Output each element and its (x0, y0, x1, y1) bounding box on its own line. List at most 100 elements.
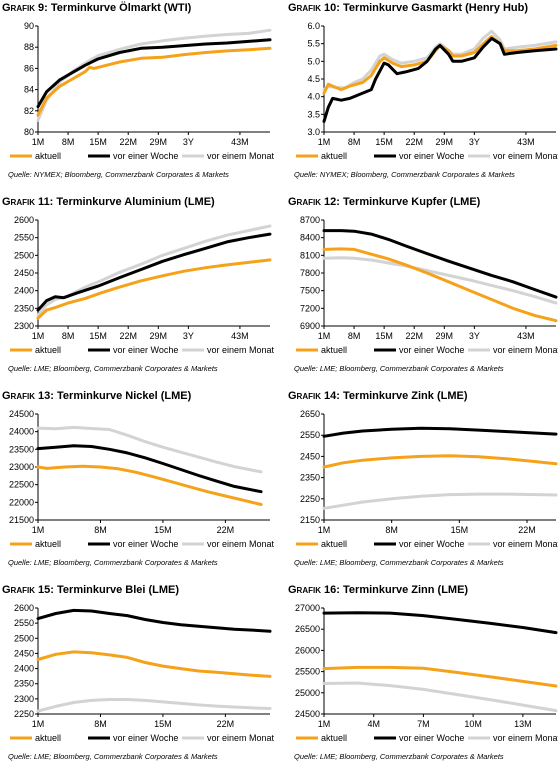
legend-label-monat: vor einem Monat (207, 539, 275, 549)
series-line-monat (36, 698, 272, 713)
chart-source: Quelle: LME; Bloomberg, Commerzbank Corp… (8, 364, 218, 373)
x-tick-label: 3Y (469, 137, 480, 147)
legend-label-woche: vor einer Woche (113, 539, 178, 549)
legend-label-aktuell: aktuell (321, 151, 347, 161)
y-tick-label: 25000 (295, 688, 320, 698)
legend-label-monat: vor einem Monat (493, 151, 558, 161)
y-tick-label: 3.5 (307, 109, 320, 119)
y-tick-label: 8100 (300, 250, 320, 260)
x-tick-label: 22M (405, 331, 423, 341)
x-tick-label: 15M (154, 525, 172, 535)
y-tick-label: 7800 (300, 268, 320, 278)
x-tick-label: 1M (318, 331, 331, 341)
chart-title-text: Terminkurve Zinn (LME) (343, 584, 469, 596)
series-line-monat (322, 29, 558, 92)
x-tick-label: 1M (32, 331, 45, 341)
y-tick-label: 23000 (9, 462, 34, 472)
legend-label-monat: vor einem Monat (207, 733, 275, 743)
y-tick-label: 2400 (14, 286, 34, 296)
y-tick-label: 6900 (300, 321, 320, 331)
chart-svg: 24500 25000 25500 26000 26500 27000 1M 4M 7M 10M 1… (295, 603, 558, 743)
series-line-monat (322, 492, 558, 510)
chart-title-text: Terminkurve Blei (LME) (57, 584, 180, 596)
chart-title-prefix: Grafik 14: (288, 390, 340, 402)
chart-svg: 2150 2250 2350 2450 2550 2650 1M 8M 15M 22M aktuel… (296, 409, 558, 549)
y-tick-label: 84 (24, 85, 34, 95)
x-tick-label: 1M (32, 525, 45, 535)
series-line-woche (322, 229, 558, 299)
legend-label-aktuell: aktuell (321, 539, 347, 549)
x-tick-label: 43M (231, 331, 249, 341)
y-tick-label: 2250 (300, 494, 320, 504)
chart-title: Grafik 16: Terminkurve Zinn (LME) (288, 584, 468, 596)
chart-title: Grafik 12: Terminkurve Kupfer (LME) (288, 196, 480, 208)
series-line-aktuell (322, 247, 558, 323)
y-tick-label: 2600 (14, 215, 34, 225)
legend-label-aktuell: aktuell (35, 151, 61, 161)
chart-source: Quelle: NYMEX; Bloomberg, Commerzbank Co… (8, 170, 229, 179)
series-line-woche (322, 36, 558, 123)
y-tick-label: 80 (24, 127, 34, 137)
legend-label-aktuell: aktuell (321, 733, 347, 743)
y-tick-label: 4.5 (307, 74, 320, 84)
chart-title-text: Terminkurve Kupfer (LME) (343, 196, 481, 208)
x-tick-label: 8M (348, 331, 361, 341)
chart-panel-c13: Grafik 13: Terminkurve Nickel (LME) 21500… (2, 390, 275, 580)
y-tick-label: 7500 (300, 286, 320, 296)
y-tick-label: 3.0 (307, 127, 320, 137)
x-tick-label: 15M (154, 719, 172, 729)
y-tick-label: 2450 (14, 648, 34, 658)
x-tick-label: 15M (375, 331, 393, 341)
series-line-monat (36, 425, 263, 474)
chart-panel-c11: Grafik 11: Terminkurve Aluminium (LME) 23… (2, 196, 275, 386)
chart-title-text: Terminkurve Zink (LME) (343, 390, 468, 402)
legend-label-woche: vor einer Woche (399, 151, 464, 161)
y-tick-label: 2250 (14, 709, 34, 719)
x-tick-label: 15M (89, 137, 107, 147)
chart-title-text: Terminkurve Gasmarkt (Henry Hub) (343, 2, 529, 14)
x-tick-label: 22M (217, 719, 235, 729)
y-tick-label: 24500 (295, 709, 320, 719)
y-tick-label: 2600 (14, 603, 34, 613)
y-tick-label: 26500 (295, 624, 320, 634)
x-tick-label: 1M (318, 719, 331, 729)
x-tick-label: 29M (150, 137, 168, 147)
legend-label-monat: vor einem Monat (493, 733, 558, 743)
y-tick-label: 7200 (300, 303, 320, 313)
y-tick-label: 2350 (14, 303, 34, 313)
y-tick-label: 5.5 (307, 39, 320, 49)
chart-title-prefix: Grafik 12: (288, 196, 340, 208)
y-tick-label: 2300 (14, 321, 34, 331)
y-tick-label: 25500 (295, 667, 320, 677)
y-tick-label: 90 (24, 21, 34, 31)
legend-label-woche: vor einer Woche (113, 733, 178, 743)
series-line-aktuell (322, 454, 558, 469)
series-line-woche (36, 444, 263, 494)
chart-title: Grafik 14: Terminkurve Zink (LME) (288, 390, 468, 402)
chart-source: Quelle: LME; Bloomberg, Commerzbank Corp… (294, 558, 504, 567)
chart-title-prefix: Grafik 15: (2, 584, 54, 596)
x-tick-label: 3Y (469, 331, 480, 341)
legend-label-monat: vor einem Monat (493, 539, 558, 549)
chart-panel-c9: Grafik 9: Terminkurve Ölmarkt (WTI) 80 82 8… (2, 2, 275, 192)
x-tick-label: 22M (119, 331, 137, 341)
y-tick-label: 8700 (300, 215, 320, 225)
x-tick-label: 15M (375, 137, 393, 147)
y-tick-label: 6.0 (307, 21, 320, 31)
chart-title-prefix: Grafik 11: (2, 196, 54, 208)
x-tick-label: 1M (32, 137, 45, 147)
legend-label-aktuell: aktuell (35, 539, 61, 549)
y-tick-label: 88 (24, 42, 34, 52)
y-tick-label: 8400 (300, 233, 320, 243)
chart-title-prefix: Grafik 16: (288, 584, 340, 596)
legend-label-monat: vor einem Monat (207, 345, 275, 355)
x-tick-label: 7M (417, 719, 430, 729)
x-tick-label: 3Y (183, 331, 194, 341)
legend-label-monat: vor einem Monat (493, 345, 558, 355)
x-tick-label: 22M (217, 525, 235, 535)
series-line-woche (36, 38, 272, 109)
chart-title: Grafik 15: Terminkurve Blei (LME) (2, 584, 179, 596)
series-line-woche (322, 426, 558, 438)
x-tick-label: 15M (89, 331, 107, 341)
x-tick-label: 22M (518, 525, 536, 535)
